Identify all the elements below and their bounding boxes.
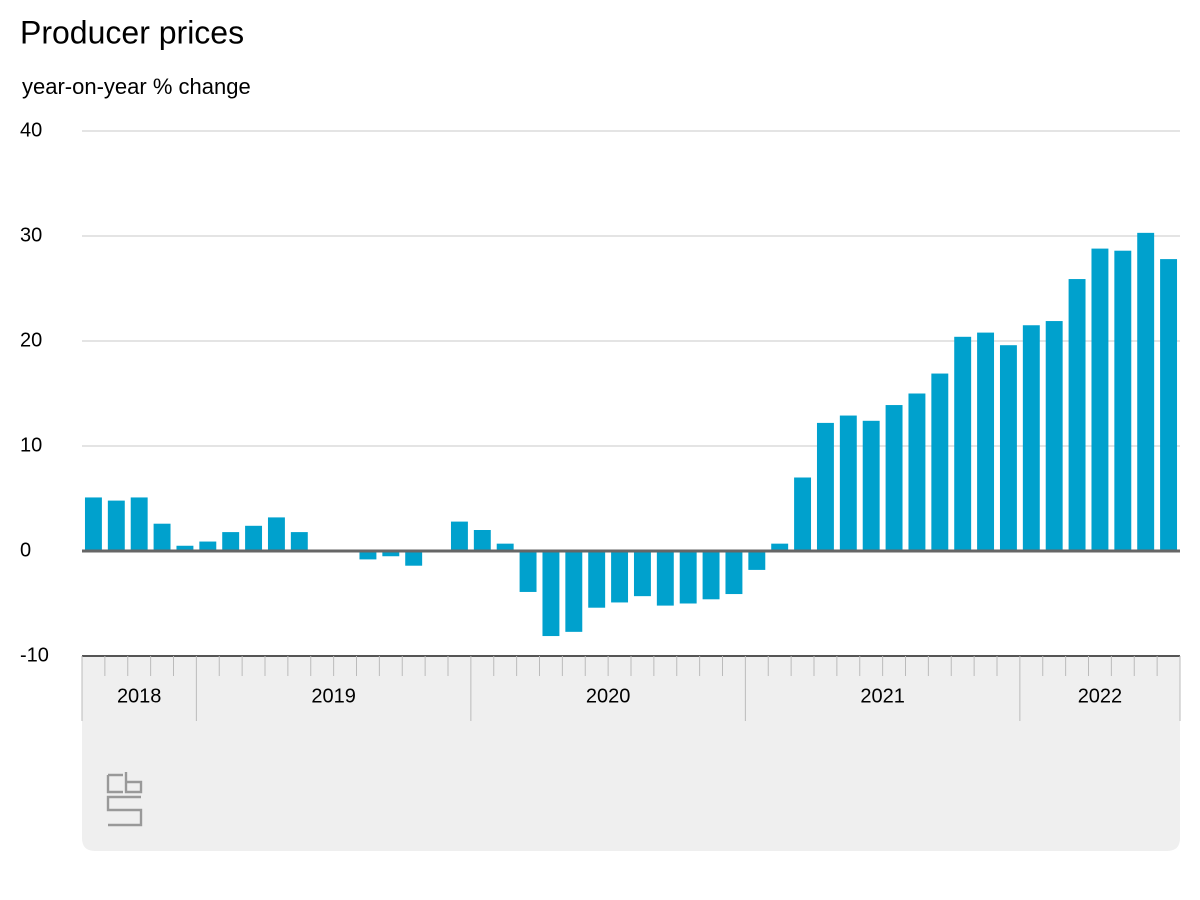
bar bbox=[382, 551, 400, 557]
bar bbox=[245, 525, 263, 551]
bar bbox=[839, 415, 857, 551]
y-tick-label: 30 bbox=[20, 224, 42, 246]
chart-title: Producer prices bbox=[20, 14, 244, 50]
bar bbox=[977, 332, 995, 551]
year-label: 2019 bbox=[311, 685, 356, 707]
bar bbox=[633, 551, 651, 597]
y-tick-label: 0 bbox=[20, 539, 31, 561]
bar bbox=[450, 521, 468, 551]
bar bbox=[611, 551, 629, 603]
bar bbox=[267, 517, 285, 551]
bar bbox=[725, 551, 743, 595]
bar bbox=[954, 336, 972, 551]
bar bbox=[885, 405, 903, 551]
chart-subtitle: year-on-year % change bbox=[22, 74, 251, 99]
bar bbox=[1137, 232, 1155, 551]
bar bbox=[908, 393, 926, 551]
bar bbox=[702, 551, 720, 600]
bar bbox=[656, 551, 674, 606]
bar bbox=[565, 551, 583, 632]
year-label: 2022 bbox=[1078, 685, 1123, 707]
bar bbox=[1091, 248, 1109, 551]
bar bbox=[771, 543, 789, 551]
year-label: 2018 bbox=[117, 685, 162, 707]
bar bbox=[199, 541, 217, 551]
bar bbox=[130, 497, 148, 551]
bar bbox=[153, 523, 171, 551]
bar bbox=[862, 420, 880, 551]
bar bbox=[222, 532, 240, 551]
bar bbox=[290, 532, 308, 551]
bar bbox=[1160, 259, 1178, 551]
bar bbox=[588, 551, 606, 608]
y-tick-label: 20 bbox=[20, 329, 42, 351]
y-tick-label: 40 bbox=[20, 119, 42, 141]
bar bbox=[1022, 325, 1040, 551]
x-axis-band bbox=[82, 657, 1180, 851]
y-tick-label: -10 bbox=[20, 644, 49, 666]
bar bbox=[794, 477, 812, 551]
bar bbox=[1068, 279, 1086, 551]
bar bbox=[496, 543, 514, 551]
bar bbox=[84, 497, 102, 551]
bar bbox=[679, 551, 697, 604]
year-label: 2020 bbox=[586, 685, 631, 707]
bar bbox=[473, 530, 491, 551]
bar bbox=[816, 422, 834, 551]
year-label: 2021 bbox=[860, 685, 905, 707]
bar bbox=[359, 551, 377, 560]
bar bbox=[107, 500, 125, 551]
bar bbox=[542, 551, 560, 637]
bar bbox=[748, 551, 766, 570]
bar bbox=[405, 551, 423, 566]
bar bbox=[1045, 321, 1063, 551]
bar bbox=[931, 373, 949, 551]
logo bbox=[106, 772, 143, 827]
bar bbox=[1114, 250, 1132, 551]
bar bbox=[519, 551, 537, 592]
bar bbox=[176, 545, 194, 551]
bar bbox=[999, 345, 1017, 551]
y-tick-label: 10 bbox=[20, 434, 42, 456]
